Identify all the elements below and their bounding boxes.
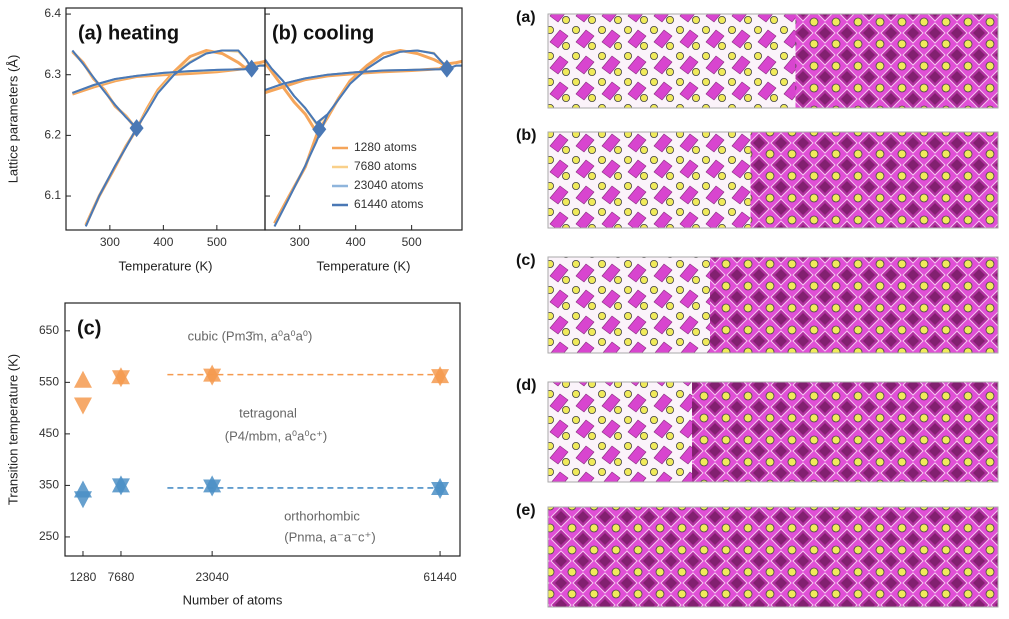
legend-label: 23040 atoms — [354, 178, 423, 192]
snapshot-frame — [547, 13, 999, 109]
x-tick-label: 300 — [100, 235, 120, 249]
cubic-region — [750, 132, 998, 228]
legend-label: 61440 atoms — [354, 197, 423, 211]
x-tick-label: 1280 — [70, 570, 97, 584]
transition-marker — [439, 59, 454, 78]
y-axis-label: Lattice parameters (Å) — [5, 55, 20, 184]
phase-annotation: cubic (Pm3̄m, a⁰a⁰a⁰) — [188, 328, 313, 343]
data-point — [203, 368, 222, 386]
data-point — [73, 370, 92, 388]
snapshot-frame — [547, 256, 999, 354]
transition-marker — [129, 119, 144, 138]
y-tick-label: 550 — [39, 375, 59, 389]
snapshot-frame — [547, 131, 999, 229]
data-point — [73, 491, 92, 509]
legend-label: 7680 atoms — [354, 159, 417, 173]
plot-frame — [264, 7, 463, 231]
snapshot-label: (e) — [516, 502, 536, 519]
snapshot-frame — [547, 506, 999, 608]
y-tick-label: 450 — [39, 426, 59, 440]
x-axis-label: Temperature (K) — [317, 258, 411, 273]
legend-label: 1280 atoms — [354, 140, 417, 154]
x-tick-label: 500 — [207, 235, 227, 249]
y-axis-label: Transition temperature (K) — [5, 354, 20, 505]
y-tick-label: 6.2 — [44, 128, 61, 142]
y-tick-label: 250 — [39, 529, 59, 543]
phase-annotation: tetragonal — [239, 405, 297, 420]
data-point — [111, 478, 130, 496]
y-tick-label: 6.1 — [44, 188, 61, 202]
x-tick-label: 23040 — [195, 570, 229, 584]
data-point — [431, 369, 450, 387]
cubic-region — [692, 382, 998, 482]
panel-title: (b) cooling — [272, 22, 374, 44]
x-tick-label: 61440 — [423, 570, 457, 584]
x-axis-label: Number of atoms — [183, 592, 283, 607]
series-line — [71, 49, 265, 226]
y-tick-label: 6.3 — [44, 67, 61, 81]
y-tick-label: 650 — [39, 323, 59, 337]
cubic-region — [795, 14, 998, 108]
snapshot-frame — [547, 381, 999, 483]
snapshot-label: (d) — [516, 377, 536, 394]
phase-annotation: (Pnma, a⁻a⁻c⁺) — [284, 529, 375, 544]
panel-title: (c) — [77, 317, 101, 339]
orthorhombic-region — [548, 257, 710, 353]
data-point — [73, 397, 92, 415]
snapshot-label: (b) — [516, 127, 536, 144]
orthorhombic-region — [548, 14, 796, 108]
data-point — [203, 479, 222, 497]
snapshot-label: (c) — [516, 252, 536, 269]
plot-frame — [64, 302, 461, 557]
x-tick-label: 400 — [153, 235, 173, 249]
x-axis-label: Temperature (K) — [119, 258, 213, 273]
series-line — [71, 49, 265, 227]
snapshot-label: (a) — [516, 9, 536, 26]
phase-annotation: orthorhombic — [284, 508, 360, 523]
panel-title: (a) heating — [78, 22, 179, 44]
transition-marker — [312, 120, 327, 139]
orthorhombic-region — [548, 382, 692, 482]
x-tick-label: 7680 — [108, 570, 135, 584]
x-tick-label: 400 — [346, 235, 366, 249]
orthorhombic-region — [548, 132, 751, 228]
x-tick-label: 500 — [402, 235, 422, 249]
phase-annotation: (P4/mbm, a⁰a⁰c⁺) — [225, 428, 328, 443]
data-point — [431, 482, 450, 500]
data-point — [111, 370, 130, 388]
cubic-region — [710, 257, 998, 353]
cubic-region — [548, 507, 998, 607]
y-tick-label: 350 — [39, 478, 59, 492]
y-tick-label: 6.4 — [44, 6, 61, 20]
x-tick-label: 300 — [290, 235, 310, 249]
transition-marker — [244, 59, 259, 78]
